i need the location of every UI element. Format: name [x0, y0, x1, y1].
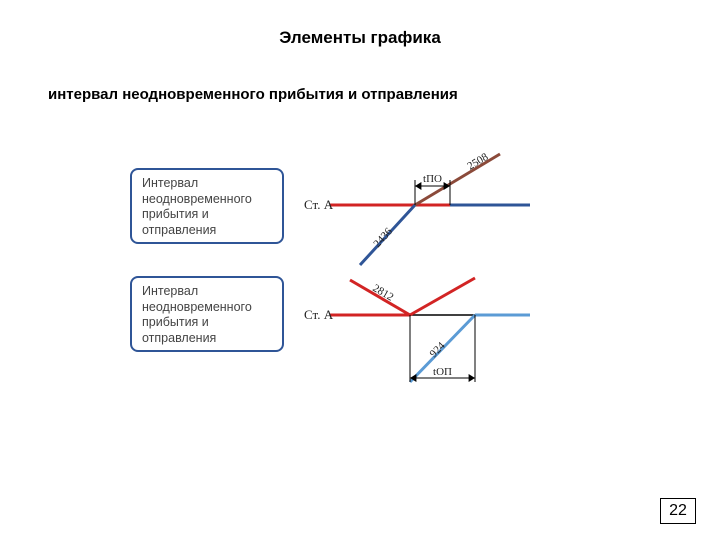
d2-num-924: 924: [428, 340, 448, 361]
interval-diagram: Ст. А 2436 2508 tПО Ст. А 2812 924: [300, 150, 560, 390]
d2-interval-label: tОП: [433, 366, 452, 378]
d2-station-label: Ст. А: [304, 307, 334, 322]
d1-num-2508: 2508: [465, 151, 490, 173]
d1-dim-arr1: [415, 182, 421, 190]
d1-interval-label: tПО: [423, 173, 442, 185]
page-number: 22: [660, 498, 696, 524]
d2-red-top: [410, 278, 475, 315]
page-subtitle: интервал неодновременного прибытия и отп…: [48, 86, 458, 103]
d2-dim-arr2: [469, 374, 475, 382]
diagram-1: Ст. А 2436 2508 tПО: [304, 151, 530, 265]
caption-box-2: Интервал неодновременного прибытия и отп…: [130, 276, 284, 352]
caption-box-1: Интервал неодновременного прибытия и отп…: [130, 168, 284, 244]
page-title: Элементы графика: [0, 28, 720, 48]
d1-station-label: Ст. А: [304, 197, 334, 212]
diagram-2: Ст. А 2812 924 tОП: [304, 278, 530, 382]
